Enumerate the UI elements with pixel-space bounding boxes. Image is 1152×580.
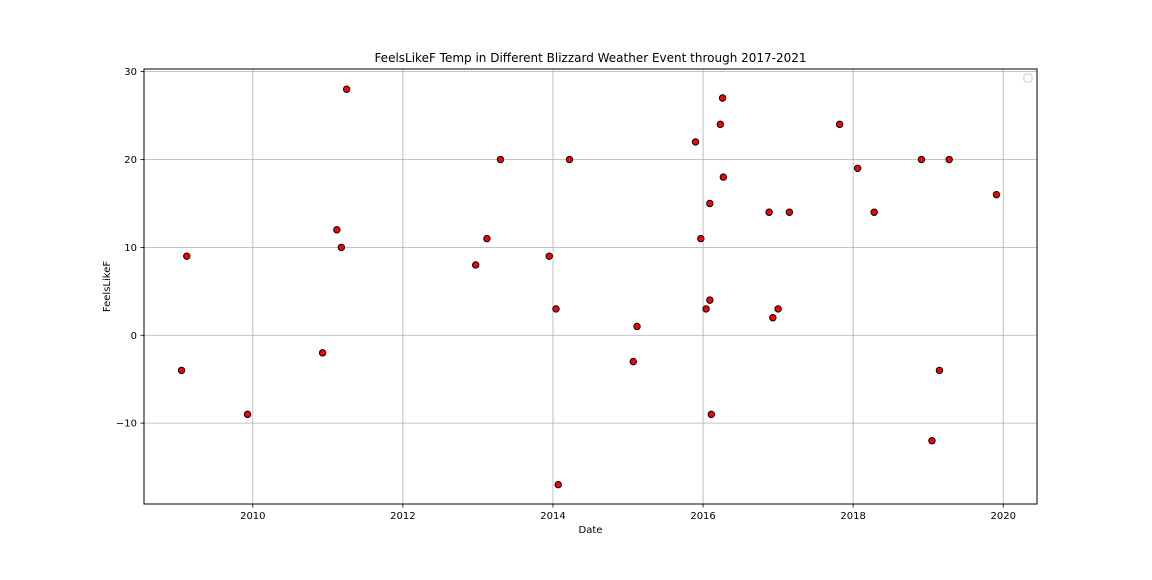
y-tick-label: 0 bbox=[131, 331, 137, 342]
y-axis-title: FeelsLikeF bbox=[102, 261, 113, 312]
x-axis-title: Date bbox=[579, 525, 603, 536]
axis-ticks: 2010 2012 2014 2016 2018 2020 −10 0 10 20 30 bbox=[116, 67, 1016, 522]
data-point bbox=[928, 437, 936, 445]
grid bbox=[144, 69, 1037, 504]
data-point bbox=[765, 208, 773, 216]
data-point bbox=[917, 155, 926, 164]
data-point bbox=[183, 252, 191, 260]
data-point bbox=[718, 94, 727, 102]
data-points bbox=[177, 85, 1001, 489]
data-point bbox=[565, 155, 574, 164]
data-point bbox=[716, 120, 725, 129]
data-point bbox=[719, 173, 728, 181]
data-point bbox=[496, 155, 505, 164]
data-point bbox=[853, 164, 862, 173]
chart-title: FeelsLikeF Temp in Different Blizzard We… bbox=[374, 51, 806, 65]
y-tick-label: 20 bbox=[124, 155, 137, 166]
y-tick-label: 10 bbox=[124, 243, 137, 254]
x-tick-label: 2016 bbox=[690, 511, 715, 522]
x-tick-label: 2020 bbox=[991, 511, 1016, 522]
data-point bbox=[337, 243, 346, 252]
data-point bbox=[945, 155, 953, 164]
data-point bbox=[706, 199, 714, 208]
data-point bbox=[243, 410, 252, 419]
data-point bbox=[992, 190, 1001, 199]
data-point bbox=[177, 366, 186, 375]
data-point bbox=[697, 234, 705, 243]
y-tick-label: −10 bbox=[116, 419, 137, 430]
x-tick-label: 2012 bbox=[390, 511, 415, 522]
y-tick-label: 30 bbox=[124, 67, 137, 78]
data-point bbox=[342, 85, 351, 93]
data-point bbox=[633, 322, 641, 331]
data-point bbox=[870, 208, 878, 216]
data-point bbox=[483, 234, 491, 243]
data-point bbox=[552, 305, 560, 313]
data-point bbox=[318, 349, 327, 357]
data-point bbox=[471, 261, 480, 269]
x-tick-label: 2018 bbox=[840, 511, 865, 522]
data-point bbox=[691, 138, 700, 146]
data-point bbox=[774, 305, 782, 313]
data-point bbox=[333, 226, 341, 234]
data-point bbox=[706, 296, 714, 304]
data-point bbox=[702, 305, 710, 313]
data-point bbox=[835, 120, 844, 129]
data-point bbox=[545, 252, 553, 260]
x-tick-label: 2010 bbox=[240, 511, 265, 522]
data-point bbox=[554, 480, 562, 489]
plot-frame bbox=[143, 68, 1038, 505]
legend-box bbox=[1023, 73, 1033, 83]
data-point bbox=[785, 208, 794, 216]
x-tick-label: 2014 bbox=[540, 511, 565, 522]
data-point bbox=[935, 366, 944, 375]
data-point bbox=[769, 313, 777, 322]
data-point bbox=[707, 410, 716, 419]
data-point bbox=[629, 357, 637, 366]
